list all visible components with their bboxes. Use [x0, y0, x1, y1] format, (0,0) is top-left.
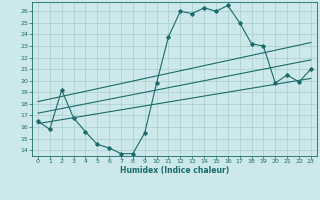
X-axis label: Humidex (Indice chaleur): Humidex (Indice chaleur): [120, 166, 229, 175]
